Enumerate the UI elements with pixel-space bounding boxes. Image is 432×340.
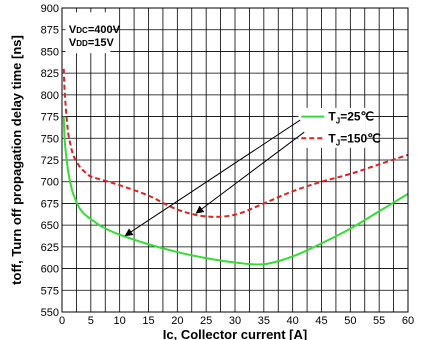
x-axis-title: Ic, Collector current [A] bbox=[163, 327, 307, 340]
x-tick-label: 0 bbox=[59, 315, 65, 327]
y-tick-label: 650 bbox=[41, 220, 59, 232]
legend-label-25c: TJ=25℃ bbox=[328, 110, 374, 126]
vdd-subscript: DD bbox=[76, 39, 88, 48]
x-tick-label: 50 bbox=[344, 315, 356, 327]
grid-lines bbox=[61, 7, 409, 313]
x-tick-label: 15 bbox=[142, 315, 154, 327]
arrow-to-25c-curve bbox=[124, 119, 301, 237]
y-tick-label: 600 bbox=[41, 264, 59, 276]
legend-tj-symbol-2: T bbox=[328, 131, 336, 145]
series-line-150c bbox=[62, 68, 409, 218]
vdc-annotation: VDC=400V bbox=[69, 24, 121, 36]
vdd-value: =15V bbox=[88, 37, 115, 49]
legend-value-25c: =25℃ bbox=[340, 110, 374, 124]
x-tick-label: 30 bbox=[229, 315, 241, 327]
x-tick-label: 55 bbox=[373, 315, 385, 327]
y-tick-label: 725 bbox=[41, 155, 59, 167]
y-tick-label: 700 bbox=[41, 177, 59, 189]
y-tick-label: 575 bbox=[41, 285, 59, 297]
legend-tj-subscript-2: J bbox=[336, 138, 340, 147]
conditions-box: VDC=400V VDD=15V bbox=[65, 12, 121, 54]
y-tick-label: 675 bbox=[41, 198, 59, 210]
legend-tj-subscript: J bbox=[336, 117, 340, 126]
vdc-subscript: DC bbox=[76, 26, 88, 35]
legend-background bbox=[298, 107, 366, 148]
series-layer bbox=[62, 68, 409, 266]
legend-tj-symbol: T bbox=[328, 110, 336, 124]
x-tick-label: 10 bbox=[114, 315, 126, 327]
vdc-symbol: V bbox=[69, 24, 77, 36]
y-tick-label: 800 bbox=[41, 90, 59, 102]
y-tick-label: 850 bbox=[41, 46, 59, 58]
y-tick-label: 625 bbox=[41, 242, 59, 254]
x-tick-label: 40 bbox=[287, 315, 299, 327]
y-tick-label: 875 bbox=[41, 25, 59, 37]
x-tick-label: 60 bbox=[402, 315, 414, 327]
legend-label-150c: TJ=150℃ bbox=[328, 131, 380, 147]
y-tick-labels: 550 575 600 625 650 675 700 725 750 775 800 825 850 8… bbox=[41, 3, 59, 319]
vdc-value: =400V bbox=[88, 24, 121, 36]
x-tick-label: 35 bbox=[258, 315, 270, 327]
vdd-annotation: VDD=15V bbox=[69, 37, 115, 49]
y-tick-label: 825 bbox=[41, 68, 59, 80]
y-axis-title: toff, Turn off propagation delay time [n… bbox=[9, 35, 24, 285]
legend: TJ=25℃ TJ=150℃ bbox=[298, 107, 381, 148]
x-tick-labels: 0 5 10 15 20 25 30 35 40 45 50 55 60 bbox=[59, 315, 414, 327]
x-tick-label: 25 bbox=[200, 315, 212, 327]
x-tick-label: 45 bbox=[315, 315, 327, 327]
y-tick-label: 550 bbox=[41, 307, 59, 319]
plot-frame bbox=[61, 7, 409, 313]
vdd-symbol: V bbox=[69, 37, 77, 49]
legend-value-150c: =150℃ bbox=[340, 131, 381, 145]
x-tick-label: 5 bbox=[88, 315, 94, 327]
conditions-box-bg bbox=[65, 12, 111, 54]
series-line-25c bbox=[62, 116, 409, 266]
y-tick-label: 900 bbox=[41, 3, 59, 15]
y-tick-label: 750 bbox=[41, 133, 59, 145]
x-tick-label: 20 bbox=[171, 315, 183, 327]
arrow-to-150c-curve bbox=[195, 131, 305, 214]
y-tick-label: 775 bbox=[41, 112, 59, 124]
